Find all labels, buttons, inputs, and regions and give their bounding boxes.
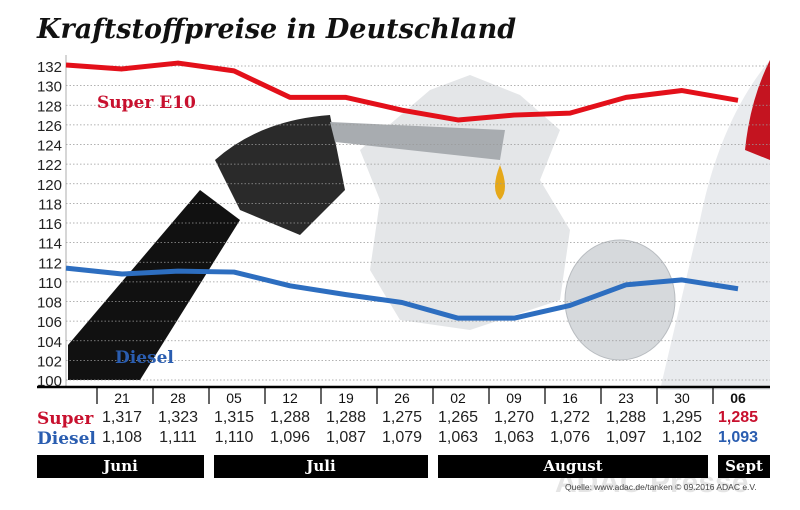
table-cell: 1,093 bbox=[717, 429, 759, 446]
table-cell: 1,097 bbox=[605, 429, 647, 446]
table-cell: 1,323 bbox=[157, 409, 199, 426]
x-tick-label: 26 bbox=[394, 390, 410, 406]
table-cell: 1,288 bbox=[269, 409, 311, 426]
month-label: August bbox=[438, 455, 708, 478]
y-tick-label: 110 bbox=[38, 275, 62, 292]
table-cell: 1,285 bbox=[717, 409, 759, 426]
table-cell: 1,102 bbox=[661, 429, 703, 446]
car-shape bbox=[660, 60, 770, 390]
y-tick-label: 130 bbox=[37, 79, 62, 96]
x-tick-label: 06 bbox=[730, 390, 746, 406]
table-cell: 1,288 bbox=[325, 409, 367, 426]
y-tick-label: 132 bbox=[37, 59, 62, 76]
y-tick-label: 114 bbox=[38, 236, 62, 253]
y-tick-label: 112 bbox=[38, 255, 62, 272]
table-cell: 1,265 bbox=[437, 409, 479, 426]
table-cell: 1,111 bbox=[159, 429, 197, 446]
table-cell: 1,063 bbox=[493, 429, 535, 446]
x-tick-label: 16 bbox=[562, 390, 578, 406]
super-row: Super 1,317 1,323 1,315 1,288 1,288 1,275 1,26… bbox=[0, 409, 800, 429]
nozzle-spout bbox=[330, 122, 505, 160]
fuel-nozzle-icon bbox=[215, 115, 345, 235]
x-tick-label: 09 bbox=[506, 390, 522, 406]
fuel-hose-shape bbox=[68, 190, 240, 380]
diesel-row: Diesel 1,108 1,111 1,110 1,096 1,087 1,079 1,0… bbox=[0, 429, 800, 449]
table-cell: 1,063 bbox=[437, 429, 479, 446]
table-cell: 1,315 bbox=[213, 409, 255, 426]
table-cell: 1,270 bbox=[493, 409, 535, 426]
x-tick-label: 23 bbox=[618, 390, 634, 406]
series-label: Super E10 bbox=[97, 93, 196, 113]
x-tick-label: 21 bbox=[114, 390, 130, 406]
car-taillight bbox=[745, 60, 770, 160]
month-label: Juli bbox=[214, 455, 428, 478]
table-cell: 1,317 bbox=[101, 409, 143, 426]
table-cell: 1,076 bbox=[549, 429, 591, 446]
table-cell: 1,295 bbox=[661, 409, 703, 426]
y-tick-label: 106 bbox=[37, 314, 62, 331]
x-tick-label: 02 bbox=[450, 390, 466, 406]
table-cell: 1,272 bbox=[549, 409, 591, 426]
y-tick-label: 128 bbox=[37, 98, 62, 115]
month-label: Juni bbox=[37, 455, 204, 478]
table-cell: 1,288 bbox=[605, 409, 647, 426]
fuel-drop-icon bbox=[495, 165, 505, 200]
y-tick-label: 126 bbox=[37, 118, 62, 135]
y-tick-label: 120 bbox=[37, 177, 62, 194]
y-tick-label: 116 bbox=[38, 216, 62, 233]
x-tick-label: 28 bbox=[170, 390, 186, 406]
chart-title: Kraftstoffpreise in Deutschland bbox=[37, 14, 517, 45]
y-tick-label: 104 bbox=[37, 334, 62, 351]
y-tick-label: 118 bbox=[38, 196, 62, 213]
series-label: Diesel bbox=[115, 348, 174, 368]
x-tick-label: 30 bbox=[674, 390, 690, 406]
month-label: Sept bbox=[718, 455, 770, 478]
x-tick-label: 05 bbox=[226, 390, 242, 406]
x-tick-label: 12 bbox=[282, 390, 298, 406]
y-tick-label: 108 bbox=[37, 295, 62, 312]
table-cell: 1,275 bbox=[381, 409, 423, 426]
table-cell: 1,108 bbox=[101, 429, 143, 446]
table-cell: 1,096 bbox=[269, 429, 311, 446]
diesel-row-label: Diesel bbox=[37, 429, 96, 449]
super-row-label: Super bbox=[37, 409, 94, 429]
y-tick-label: 124 bbox=[37, 138, 62, 155]
y-tick-label: 122 bbox=[37, 157, 62, 174]
table-cell: 1,087 bbox=[325, 429, 367, 446]
y-tick-label: 102 bbox=[37, 353, 62, 370]
table-cell: 1,110 bbox=[214, 429, 254, 446]
x-tick-label: 19 bbox=[338, 390, 354, 406]
table-cell: 1,079 bbox=[381, 429, 423, 446]
source-note: Quelle: www.adac.de/tanken © 09.2016 ADA… bbox=[565, 482, 757, 492]
